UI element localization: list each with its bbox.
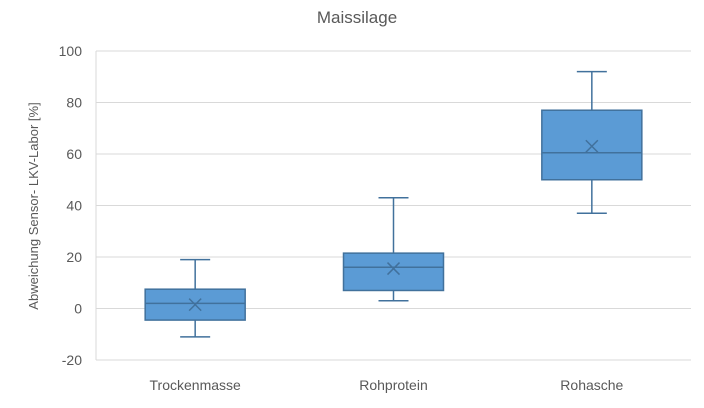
y-tick-label-3: 40 (66, 198, 82, 214)
y-tick-label-6: 100 (59, 43, 83, 59)
x-tick-label-2: Rohasche (560, 377, 623, 393)
y-tick-labels: -20 0 20 40 60 80 100 (59, 43, 83, 368)
mean-marker-stroke-b-0 (188, 298, 202, 312)
y-tick-label-1: 0 (74, 301, 82, 317)
box-2 (541, 70, 643, 214)
x-tick-label-0: Trockenmasse (150, 377, 242, 393)
y-tick-label-2: 20 (66, 249, 82, 265)
y-tick-label-5: 80 (66, 95, 82, 111)
mean-marker-stroke-b-2 (585, 139, 599, 153)
iqr-box-2 (541, 109, 643, 181)
x-tick-label-1: Rohprotein (359, 377, 428, 393)
mean-marker-0 (188, 298, 202, 312)
boxes (144, 70, 643, 338)
mean-marker-stroke-b-1 (386, 262, 401, 276)
mean-marker-1 (386, 262, 401, 276)
box-1 (342, 197, 445, 302)
chart-title: Maissilage (317, 8, 397, 27)
box-0 (144, 258, 246, 338)
y-tick-label-4: 60 (66, 146, 82, 162)
y-tick-label-0: -20 (62, 352, 82, 368)
mean-marker-2 (585, 139, 599, 153)
y-axis-label: Abweichung Sensor- LKV-Labor [%] (26, 102, 41, 309)
x-tick-labels: Trockenmasse Rohprotein Rohasche (150, 377, 624, 393)
iqr-box-1 (342, 252, 445, 292)
